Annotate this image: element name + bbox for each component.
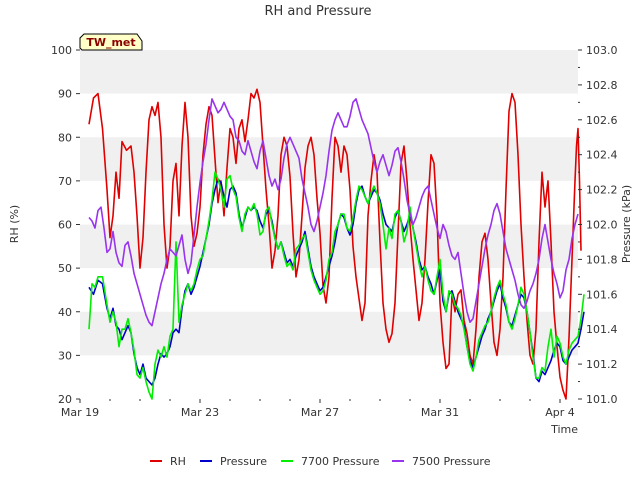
y-left-tick-label: 40 (58, 306, 72, 319)
y-right-tick-label: 103.0 (586, 44, 618, 57)
grid-bands (80, 50, 578, 399)
y-left-tick-label: 20 (58, 393, 72, 406)
x-tick-label: Mar 27 (301, 406, 339, 419)
y-left-tick-label: 70 (58, 175, 72, 188)
y-right-tick-label: 102.4 (586, 149, 618, 162)
grid-band (80, 137, 578, 181)
legend-label: 7700 Pressure (301, 455, 380, 468)
y-right-tick-label: 102.0 (586, 219, 618, 232)
axes: 20 30 40 50 60 70 80 90 100 101.0 101.2 101.4 101.6 1… (51, 44, 618, 419)
grid-band (80, 50, 578, 94)
x-axis-title: Time (550, 423, 578, 436)
legend-label: RH (170, 455, 186, 468)
legend-label: 7500 Pressure (412, 455, 491, 468)
y-left-tick-label: 50 (58, 262, 72, 275)
chart-title: RH and Pressure (264, 4, 371, 19)
y-right-tick-label: 101.2 (586, 358, 618, 371)
y-right-tick-label: 101.6 (586, 288, 618, 301)
y-right-tick-label: 102.2 (586, 184, 618, 197)
series-line-rh (88, 88, 582, 400)
x-tick-label: Mar 19 (61, 406, 99, 419)
y-right-tick-label: 101.8 (586, 253, 618, 266)
station-badge: TW_met (79, 33, 143, 51)
y-left-tick-label: 30 (58, 349, 72, 362)
grid-band (80, 311, 578, 356)
series-line-7500-pressure (88, 98, 579, 327)
x-tick-label: Mar 31 (421, 406, 459, 419)
y-right-tick-label: 102.6 (586, 114, 618, 127)
station-badge-shape (79, 33, 143, 51)
station-badge-label: TW_met (86, 36, 135, 49)
y-left-tick-label: 80 (58, 131, 72, 144)
y-left-tick-label: 100 (51, 44, 72, 57)
x-tick-label: Mar 23 (181, 406, 219, 419)
y-right-tick-label: 101.0 (586, 393, 618, 406)
y-axis-left-title: RH (%) (8, 205, 21, 243)
x-tick-label: Apr 4 (545, 406, 575, 419)
series-line-7700-pressure (88, 171, 585, 400)
y-right-tick-label: 101.4 (586, 323, 618, 336)
legend: RH Pressure 7700 Pressure 7500 Pressure (150, 455, 491, 468)
y-axis-right-title: Pressure (kPa) (620, 185, 633, 263)
y-left-tick-label: 60 (58, 219, 72, 232)
legend-label: Pressure (220, 455, 267, 468)
y-right-tick-label: 102.8 (586, 79, 618, 92)
series-group (88, 88, 585, 400)
y-left-tick-label: 90 (58, 88, 72, 101)
